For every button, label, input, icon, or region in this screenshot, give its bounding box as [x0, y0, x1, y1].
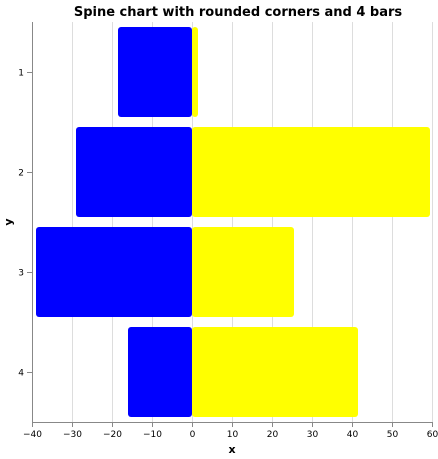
x-tick-label: 20 [267, 430, 279, 440]
grid-lines [32, 22, 433, 422]
axes: −40 −30 −20 −10 0 10 20 30 40 50 60 1 2 3 4 [18, 22, 438, 440]
bar-positive [192, 327, 358, 417]
bar-negative [76, 127, 192, 217]
x-tick-label: 50 [387, 430, 399, 440]
y-tick-label: 3 [18, 269, 24, 279]
bar-negative [128, 327, 192, 417]
x-tick-label: 60 [427, 430, 438, 440]
y-tick-label: 4 [18, 369, 24, 379]
y-tick-label: 1 [18, 69, 24, 79]
bar-negative [36, 227, 192, 317]
x-tick-label: 40 [347, 430, 359, 440]
bar-positive [192, 127, 430, 217]
bar-negative [118, 27, 192, 117]
x-tick-label: −40 [23, 430, 42, 440]
bars [36, 27, 430, 417]
x-tick-label: −20 [103, 430, 122, 440]
x-axis-label: x [228, 443, 235, 456]
x-tick-label: 0 [190, 430, 196, 440]
x-tick-label: −10 [143, 430, 162, 440]
x-tick-label: 10 [227, 430, 239, 440]
chart-title: Spine chart with rounded corners and 4 b… [74, 5, 403, 20]
bar-positive [192, 27, 198, 117]
x-tick-label: −30 [63, 430, 82, 440]
y-axis-label: y [2, 218, 15, 225]
x-tick-label: 30 [307, 430, 319, 440]
y-tick-label: 2 [18, 169, 24, 179]
bar-positive [192, 227, 294, 317]
